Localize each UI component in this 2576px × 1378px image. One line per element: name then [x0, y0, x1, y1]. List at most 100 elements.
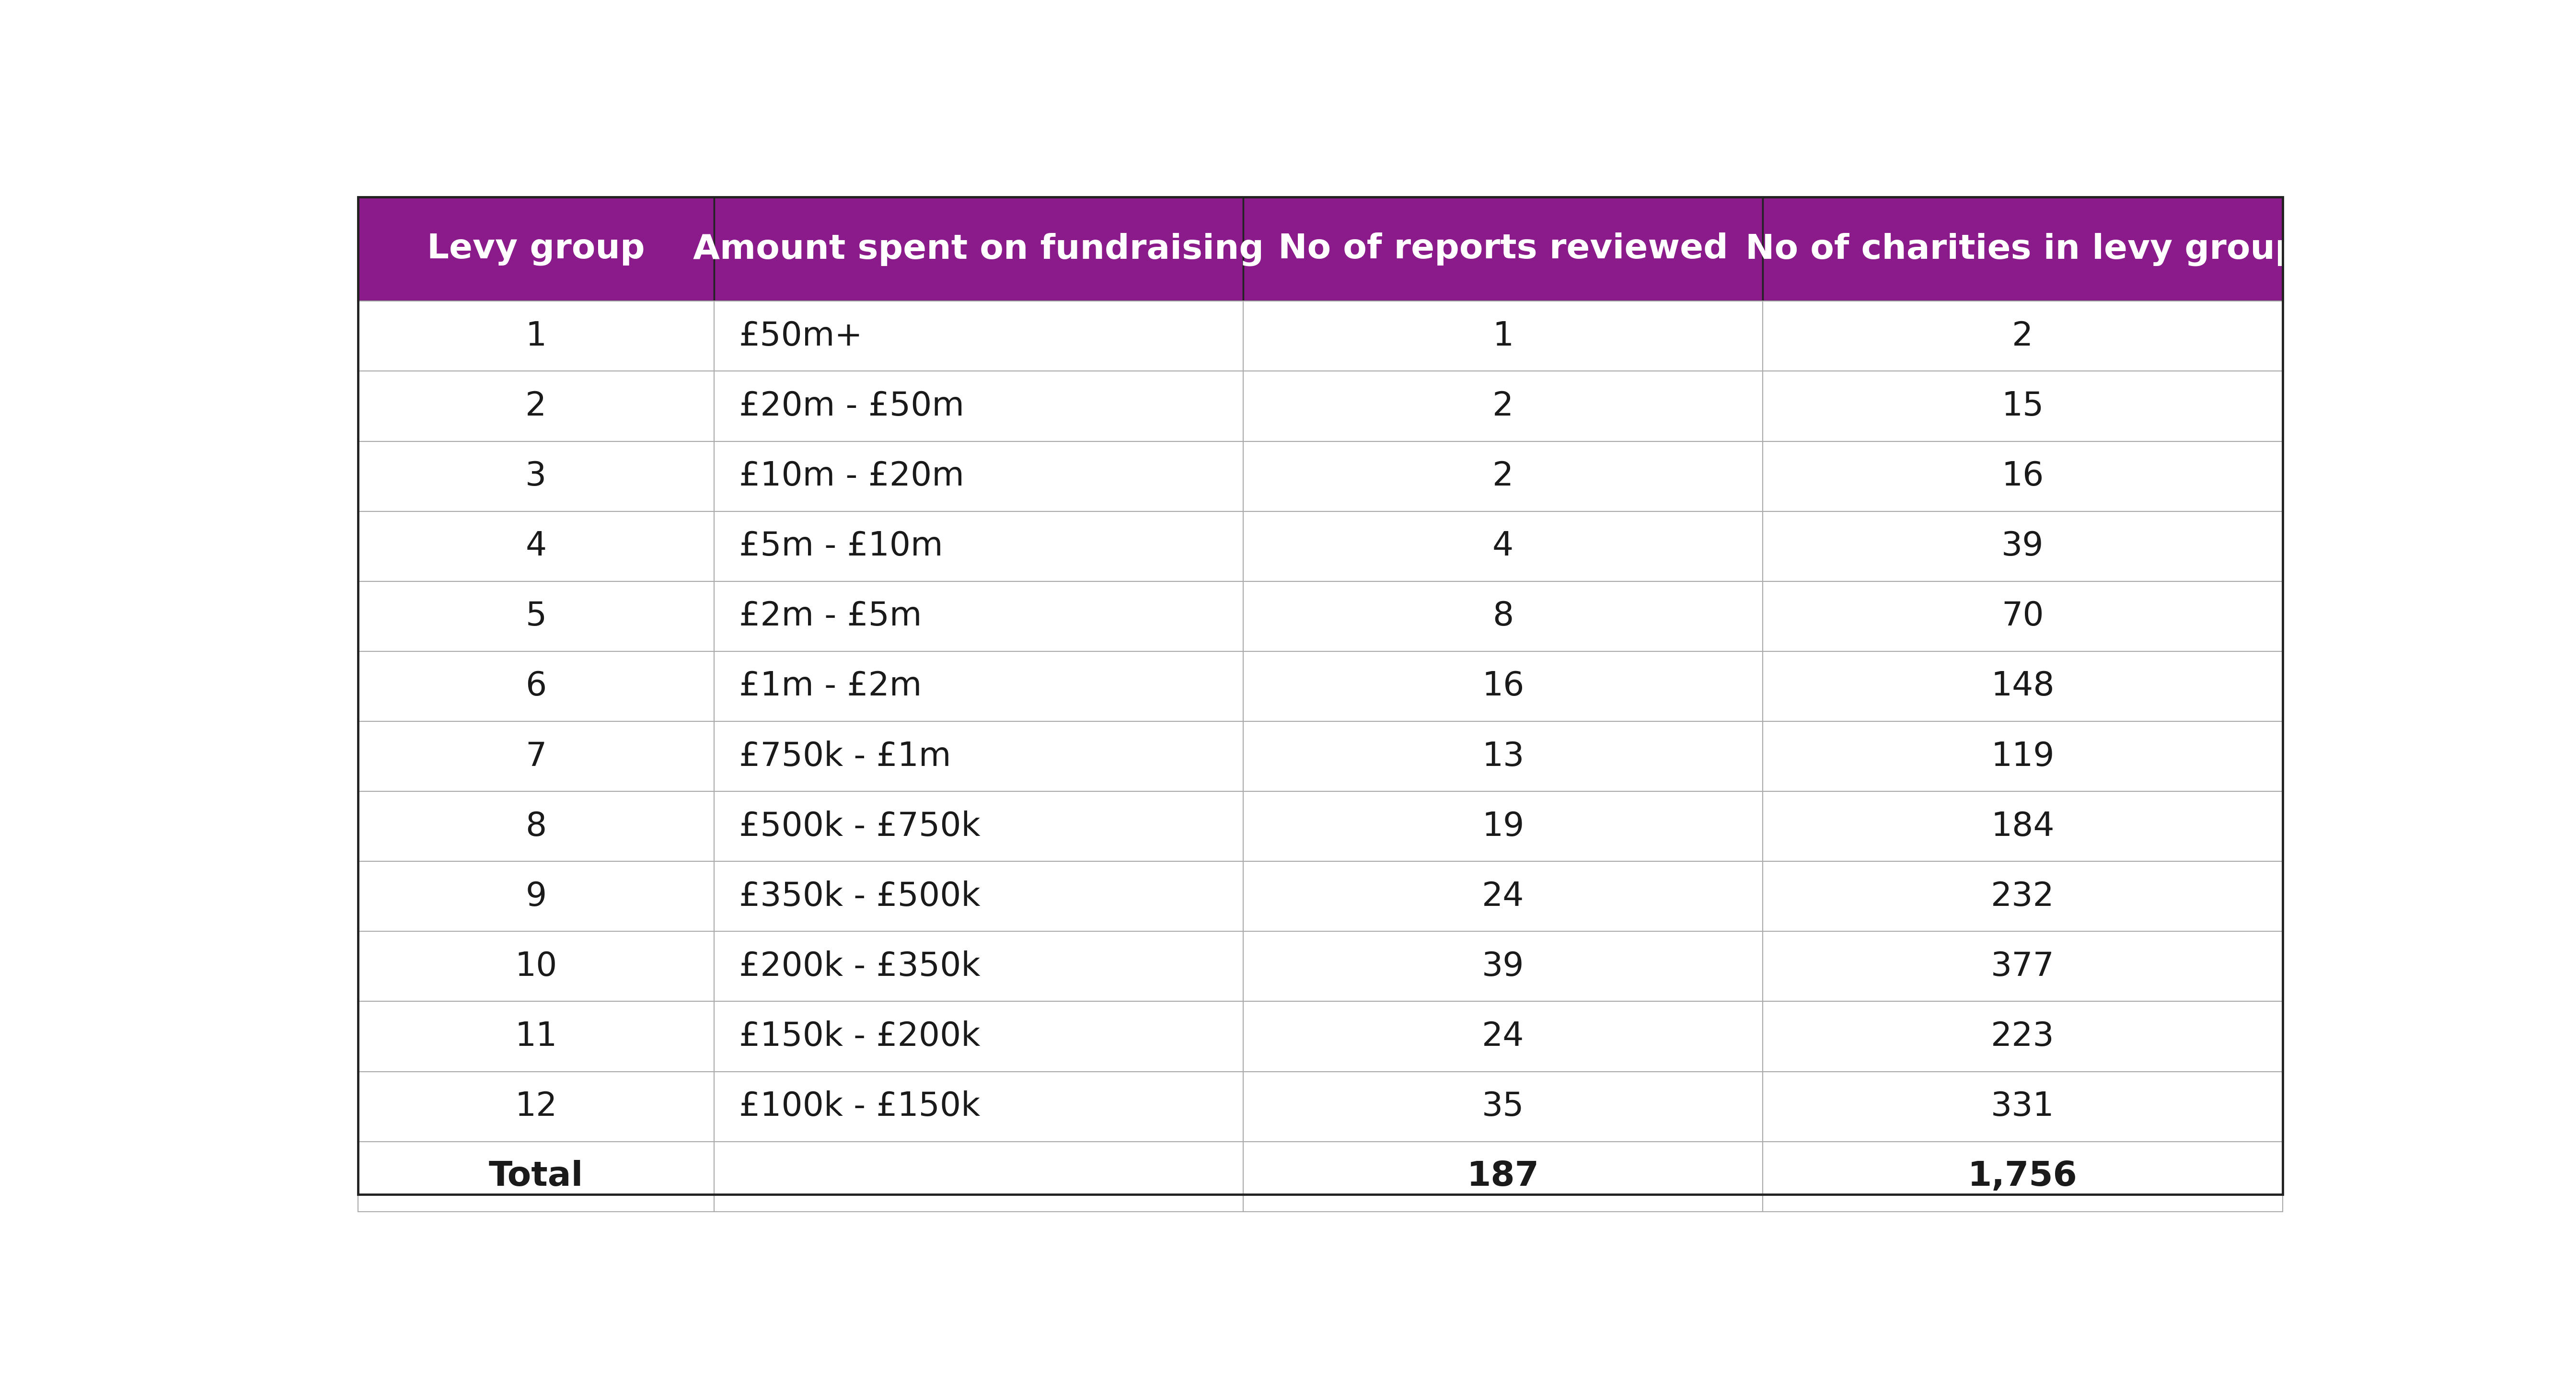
Text: 2: 2: [1492, 390, 1515, 422]
Text: 16: 16: [2002, 460, 2043, 492]
Text: 184: 184: [1991, 810, 2056, 842]
Bar: [358, 371, 714, 441]
Bar: [1762, 652, 2282, 721]
Bar: [714, 1072, 1244, 1141]
Text: 16: 16: [1481, 670, 1525, 703]
Text: 4: 4: [526, 531, 546, 562]
Bar: [1762, 582, 2282, 652]
Bar: [1244, 1141, 1762, 1211]
Bar: [714, 1141, 1244, 1211]
Bar: [1762, 932, 2282, 1002]
Bar: [1762, 441, 2282, 511]
Text: £20m - £50m: £20m - £50m: [739, 390, 963, 422]
Bar: [358, 511, 714, 582]
Bar: [714, 371, 1244, 441]
Bar: [358, 197, 714, 302]
Text: 13: 13: [1481, 740, 1525, 773]
Bar: [358, 582, 714, 652]
Text: 5: 5: [526, 601, 546, 633]
Text: 24: 24: [1481, 881, 1525, 912]
Text: 24: 24: [1481, 1021, 1525, 1053]
Bar: [1244, 441, 1762, 511]
Bar: [714, 721, 1244, 791]
Text: 39: 39: [2002, 531, 2043, 562]
Text: £10m - £20m: £10m - £20m: [739, 460, 963, 492]
Bar: [714, 441, 1244, 511]
Text: 70: 70: [2002, 601, 2043, 633]
Bar: [358, 1002, 714, 1072]
Text: 232: 232: [1991, 881, 2056, 912]
Text: 4: 4: [1492, 531, 1515, 562]
Text: 187: 187: [1466, 1160, 1540, 1193]
Bar: [714, 1002, 1244, 1072]
Bar: [1762, 861, 2282, 932]
Text: 39: 39: [1481, 951, 1525, 983]
Text: £750k - £1m: £750k - £1m: [739, 740, 951, 773]
Bar: [1762, 302, 2282, 371]
Text: £150k - £200k: £150k - £200k: [739, 1021, 981, 1053]
Text: £1m - £2m: £1m - £2m: [739, 670, 922, 703]
Text: 6: 6: [526, 670, 546, 703]
Text: Levy group: Levy group: [428, 233, 644, 266]
Text: £200k - £350k: £200k - £350k: [739, 951, 981, 983]
Text: 377: 377: [1991, 951, 2056, 983]
Bar: [1244, 197, 1762, 302]
Text: 10: 10: [515, 951, 556, 983]
Bar: [714, 511, 1244, 582]
Bar: [1762, 1002, 2282, 1072]
Text: 12: 12: [515, 1090, 556, 1123]
Text: 2: 2: [526, 390, 546, 422]
Bar: [1244, 652, 1762, 721]
Bar: [358, 652, 714, 721]
Text: 7: 7: [526, 740, 546, 773]
Text: £5m - £10m: £5m - £10m: [739, 531, 943, 562]
Bar: [1244, 1002, 1762, 1072]
Text: 223: 223: [1991, 1021, 2056, 1053]
Text: 119: 119: [1991, 740, 2056, 773]
Text: 148: 148: [1991, 670, 2056, 703]
Bar: [714, 582, 1244, 652]
Text: Total: Total: [489, 1160, 582, 1193]
Bar: [1244, 791, 1762, 861]
Bar: [1244, 582, 1762, 652]
Bar: [358, 721, 714, 791]
Text: £100k - £150k: £100k - £150k: [739, 1090, 981, 1123]
Bar: [358, 1141, 714, 1211]
Text: 2: 2: [2012, 320, 2032, 353]
Text: 3: 3: [526, 460, 546, 492]
Bar: [1762, 721, 2282, 791]
Text: 1: 1: [1492, 320, 1515, 353]
Bar: [358, 861, 714, 932]
Bar: [714, 861, 1244, 932]
Bar: [1244, 302, 1762, 371]
Text: 15: 15: [2002, 390, 2043, 422]
Text: Amount spent on fundraising: Amount spent on fundraising: [693, 233, 1265, 266]
Text: £2m - £5m: £2m - £5m: [739, 601, 922, 633]
Text: £350k - £500k: £350k - £500k: [739, 881, 981, 912]
Bar: [1244, 371, 1762, 441]
Text: 11: 11: [515, 1021, 556, 1053]
Text: £50m+: £50m+: [739, 320, 863, 353]
Text: No of reports reviewed: No of reports reviewed: [1278, 233, 1728, 266]
Bar: [358, 441, 714, 511]
Bar: [1762, 371, 2282, 441]
Bar: [1244, 861, 1762, 932]
Bar: [1244, 932, 1762, 1002]
Bar: [714, 302, 1244, 371]
Text: £500k - £750k: £500k - £750k: [739, 810, 981, 842]
Bar: [714, 932, 1244, 1002]
Bar: [1762, 197, 2282, 302]
Bar: [358, 791, 714, 861]
Bar: [714, 197, 1244, 302]
Text: 35: 35: [1481, 1090, 1525, 1123]
Text: 19: 19: [1481, 810, 1525, 842]
Bar: [358, 302, 714, 371]
Bar: [358, 1072, 714, 1141]
Text: 2: 2: [1492, 460, 1515, 492]
Text: 8: 8: [1492, 601, 1515, 633]
Bar: [1244, 1072, 1762, 1141]
Bar: [1762, 1141, 2282, 1211]
Text: No of charities in levy group: No of charities in levy group: [1747, 233, 2300, 266]
Bar: [1762, 1072, 2282, 1141]
Bar: [714, 791, 1244, 861]
